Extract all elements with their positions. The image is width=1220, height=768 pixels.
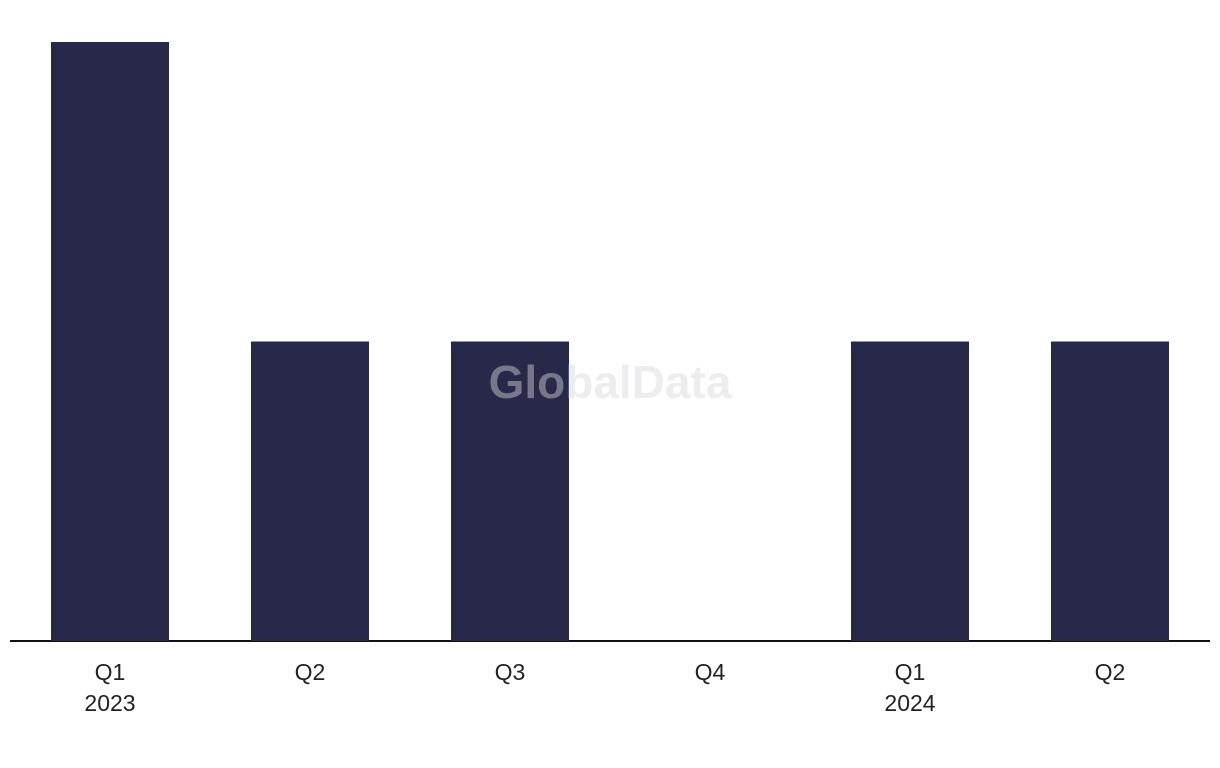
x-tick-label: Q3 bbox=[495, 659, 526, 685]
year-label: 2024 bbox=[884, 690, 935, 716]
bar bbox=[51, 42, 169, 641]
bar bbox=[451, 341, 569, 641]
x-tick-label: Q4 bbox=[695, 659, 726, 685]
x-tick-label: Q2 bbox=[1095, 659, 1126, 685]
bar bbox=[251, 341, 369, 641]
x-tick-label: Q2 bbox=[295, 659, 326, 685]
bar bbox=[851, 341, 969, 641]
bar bbox=[1051, 341, 1169, 641]
x-tick-label: Q1 bbox=[895, 659, 926, 685]
watermark: GlobalData bbox=[489, 356, 732, 408]
year-label: 2023 bbox=[84, 690, 135, 716]
x-tick-label: Q1 bbox=[95, 659, 126, 685]
